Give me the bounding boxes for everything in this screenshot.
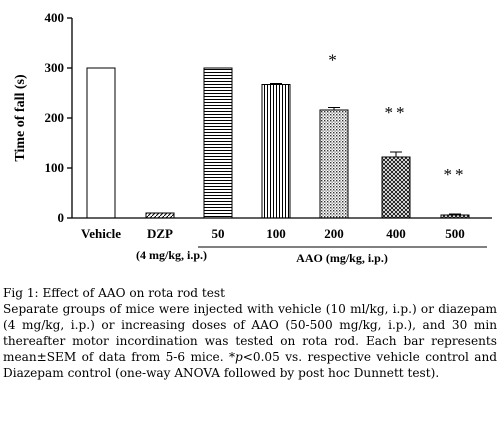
caption-text-1: Separate groups of mice were injected wi… xyxy=(3,302,497,364)
y-tick-label: 400 xyxy=(45,10,65,25)
significance-marker: * xyxy=(328,51,340,70)
bar-100 xyxy=(261,84,291,219)
x-axis: Vehicle DZP 50 100 200 400 500 xyxy=(72,217,492,241)
significance-marker: ** xyxy=(385,103,408,122)
bar-200 xyxy=(319,109,349,219)
bars: ***** xyxy=(86,51,470,219)
caption-title: Fig 1: Effect of AAO on rota rod test xyxy=(3,286,225,300)
y-axis: 0 100 200 300 400 xyxy=(45,10,73,225)
x-tick-label: Vehicle xyxy=(81,226,121,241)
bar-400 xyxy=(381,156,411,219)
x-tick-label: 400 xyxy=(386,226,406,241)
caption-body: Separate groups of mice were injected wi… xyxy=(3,301,497,381)
x-tick-label: 50 xyxy=(212,226,225,241)
y-tick-label: 300 xyxy=(45,60,65,75)
caption-text-2: <0.05 vs. respective vehicle control and… xyxy=(3,350,497,380)
y-tick-label: 200 xyxy=(45,110,65,125)
figure-caption: Fig 1: Effect of AAO on rota rod test Se… xyxy=(3,285,497,381)
y-tick-label: 100 xyxy=(45,160,65,175)
bar-50 xyxy=(203,67,233,219)
caption-p-symbol: p xyxy=(235,350,243,364)
x-tick-label: 100 xyxy=(266,226,286,241)
y-tick-label: 0 xyxy=(58,210,65,225)
y-axis-title: Time of fall (s) xyxy=(13,74,28,162)
aao-dose-label: AAO (mg/kg, i.p.) xyxy=(296,251,388,265)
significance-marker: ** xyxy=(444,165,467,184)
x-tick-label: 500 xyxy=(445,226,465,241)
bar-vehicle xyxy=(86,67,116,219)
x-tick-label: DZP xyxy=(147,226,173,241)
x-tick-label: 200 xyxy=(324,226,344,241)
dzp-dose-label: (4 mg/kg, i.p.) xyxy=(136,248,207,262)
bar-dzp xyxy=(145,212,175,219)
